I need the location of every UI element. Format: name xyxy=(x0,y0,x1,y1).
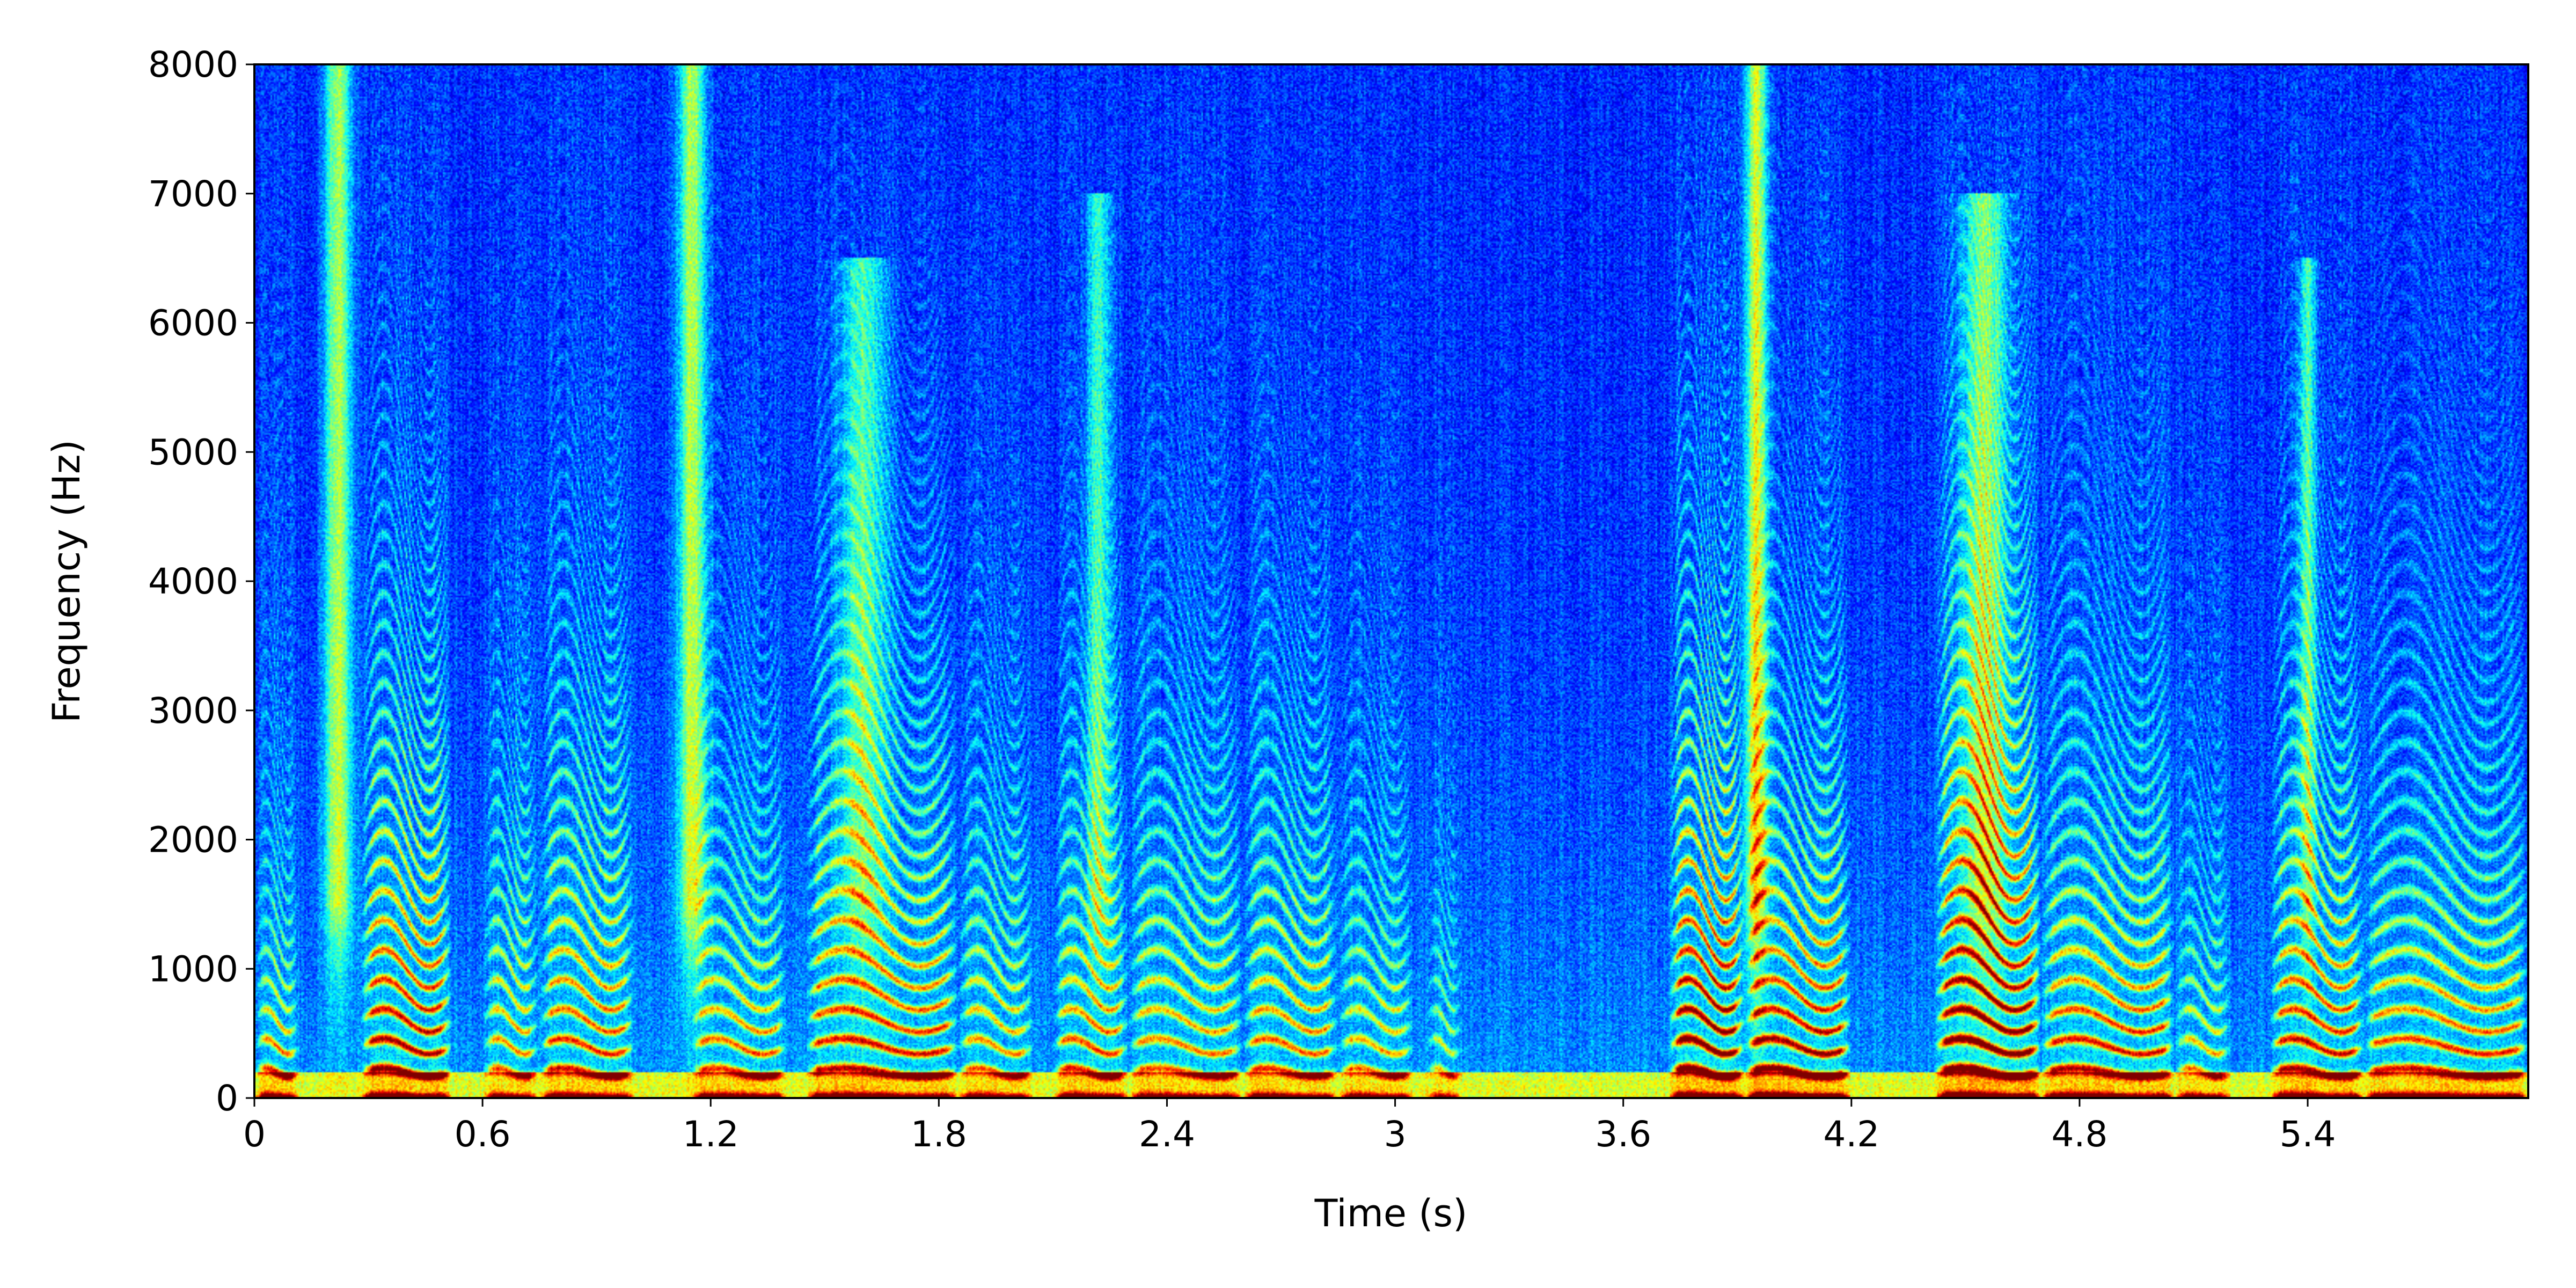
y-tick-label: 5000 xyxy=(148,431,238,473)
y-tick-label: 7000 xyxy=(148,173,238,215)
y-axis-ticks: 0 1000 2000 3000 4000 5000 6000 7000 8000 xyxy=(148,44,254,1119)
y-tick-label: 0 xyxy=(216,1078,238,1119)
x-tick-label: 2.4 xyxy=(1139,1114,1195,1155)
x-tick-label: 0.6 xyxy=(455,1114,511,1155)
x-tick-label: 3.6 xyxy=(1595,1114,1651,1155)
x-tick-label: 3 xyxy=(1384,1114,1407,1155)
x-tick-label: 1.2 xyxy=(683,1114,739,1155)
y-tick-label: 6000 xyxy=(148,303,238,344)
y-tick-label: 8000 xyxy=(148,44,238,85)
y-tick-label: 1000 xyxy=(148,948,238,990)
x-tick-label: 0 xyxy=(243,1114,266,1155)
x-axis-ticks: 0 0.6 1.2 1.8 2.4 3 3.6 4.2 4.8 5.4 xyxy=(243,1098,2336,1155)
x-tick-label: 1.8 xyxy=(911,1114,967,1155)
x-axis-label: Time (s) xyxy=(1314,1191,1468,1235)
x-tick-label: 4.8 xyxy=(2051,1114,2107,1155)
y-axis-label: Frequency (Hz) xyxy=(45,440,89,723)
x-tick-label: 5.4 xyxy=(2280,1114,2336,1155)
y-tick-label: 2000 xyxy=(148,819,238,861)
y-tick-label: 4000 xyxy=(148,561,238,602)
y-tick-label: 3000 xyxy=(148,690,238,731)
spectrogram-heatmap xyxy=(254,64,2528,1098)
plot-frame xyxy=(253,63,2529,1099)
x-tick-label: 4.2 xyxy=(1823,1114,1879,1155)
